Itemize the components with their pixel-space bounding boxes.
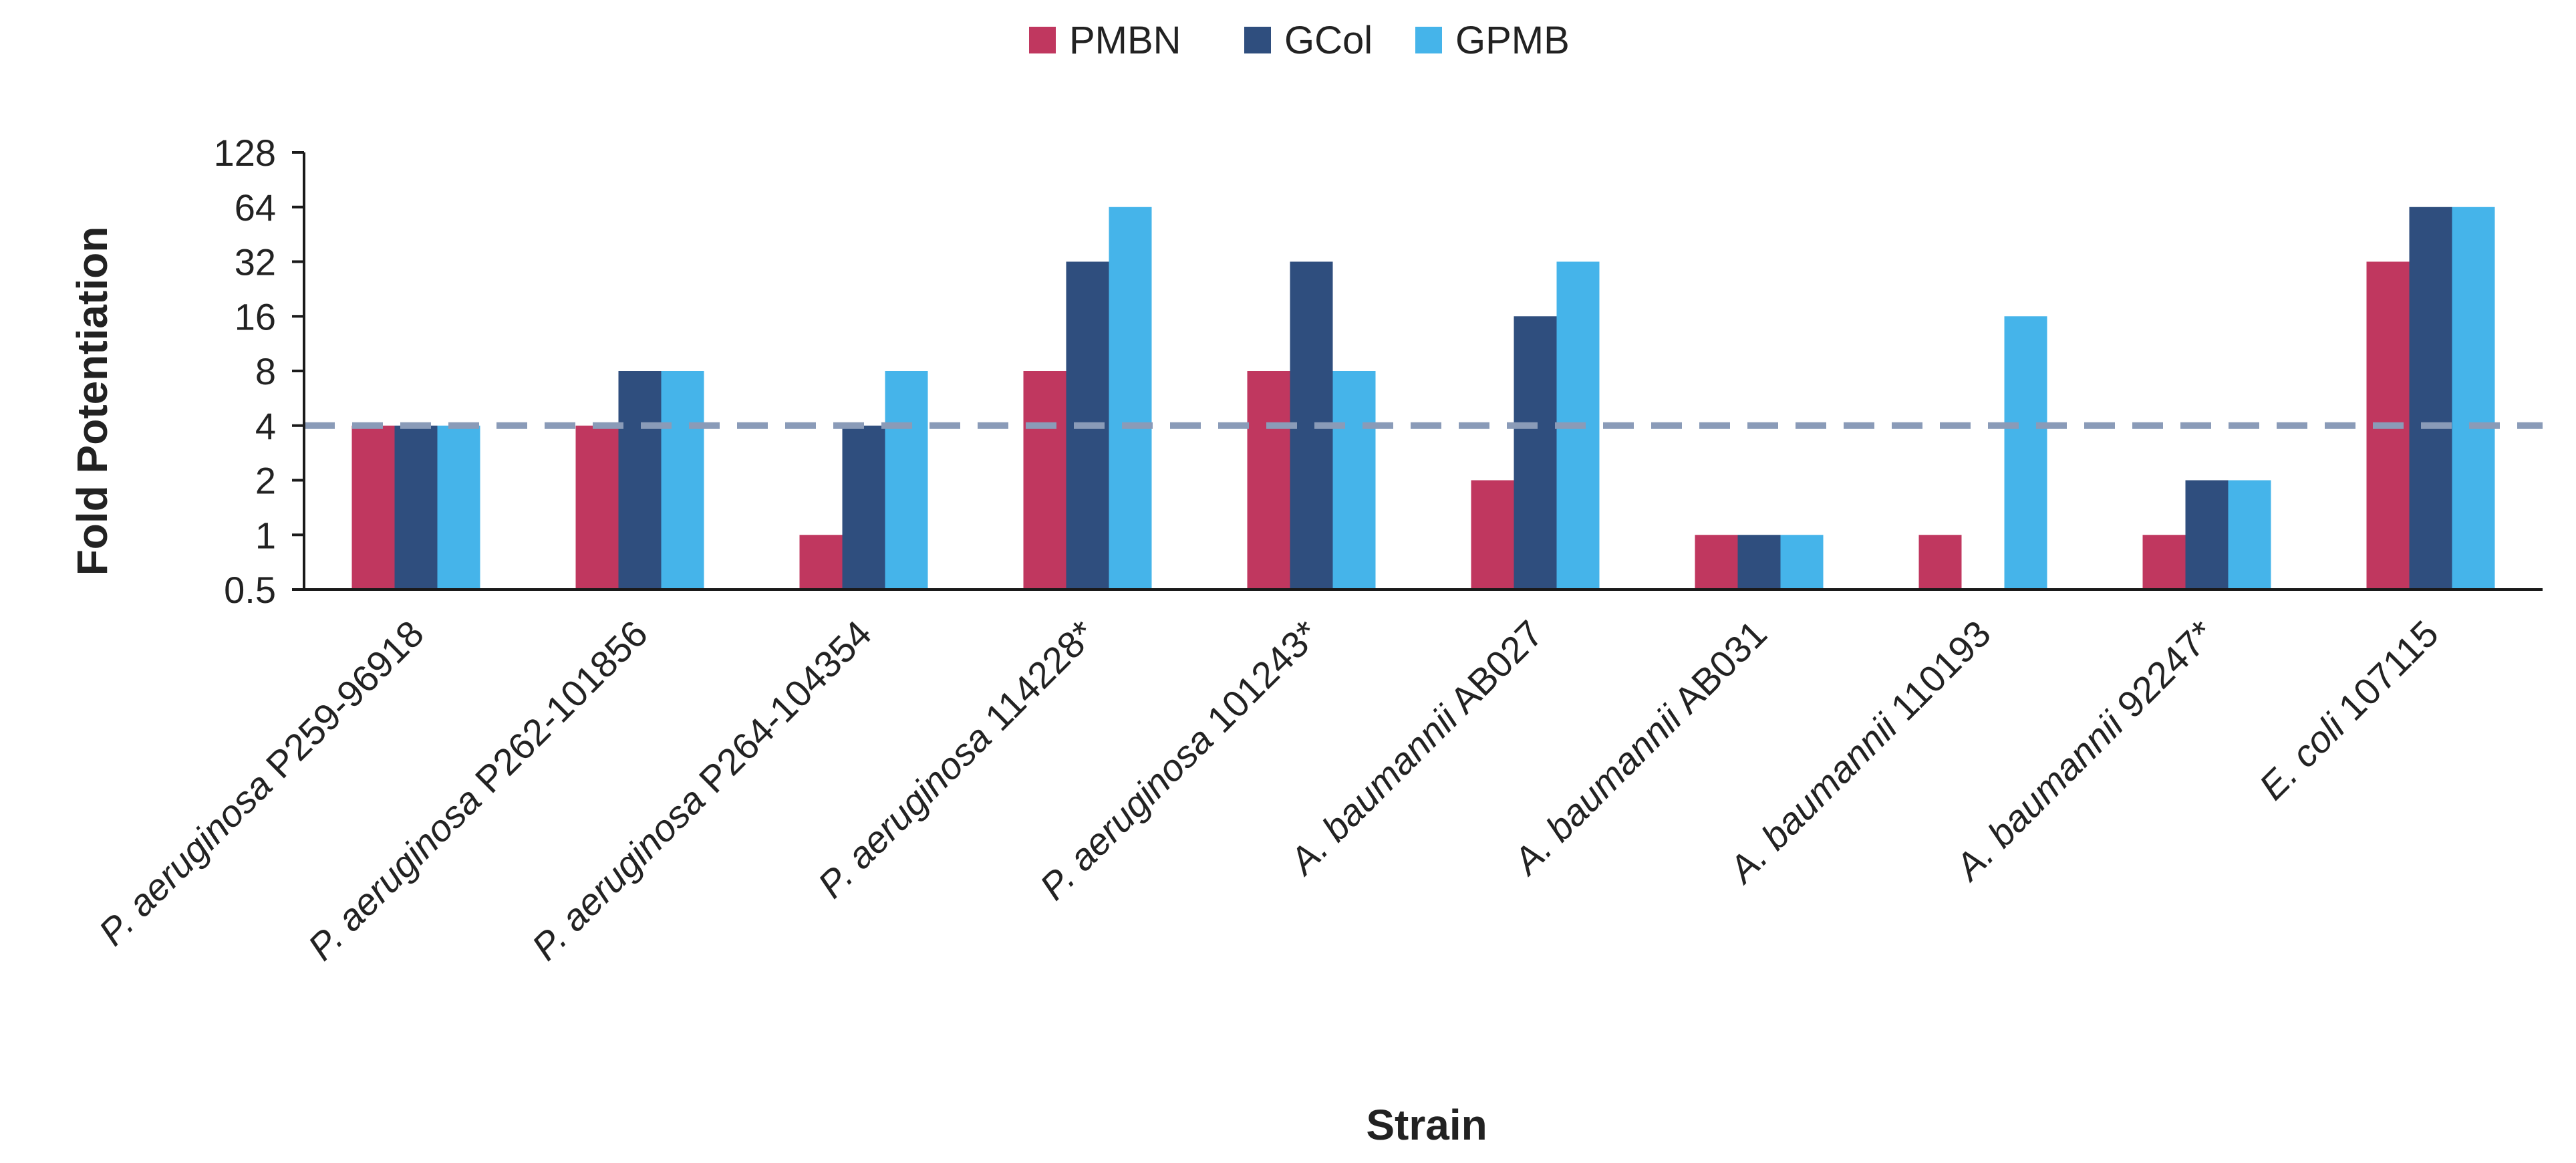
bar-pmbn-1 [351,425,395,590]
bar-gpmb-9 [2228,480,2271,590]
bar-gpmb-2 [661,371,704,590]
species-name: A. baumannii [1719,705,1906,892]
y-tick-label: 64 [235,186,276,229]
legend: PMBN GCol GPMB [1029,19,1570,62]
species-name: P. aeruginosa [1032,718,1222,908]
bar-gpmb-7 [1780,535,1824,590]
strain-id: 107115 [2323,612,2446,736]
bar-gcol-7 [1737,535,1781,590]
y-tick-label: 32 [235,241,276,283]
bar-gcol-10 [2409,207,2452,590]
x-axis-title: Strain [1366,1101,1487,1149]
legend-label-gcol: GCol [1284,19,1373,62]
strain-id: P264-104354 [684,612,879,808]
species-name: P. aeruginosa [810,717,1000,906]
y-ticks-group: 0.5 1 2 4 8 16 32 64 128 [214,132,304,611]
legend-label-gpmb: GPMB [1455,19,1570,62]
bar-pmbn-8 [1918,535,1962,590]
bar-gcol-3 [842,425,885,590]
bars-group [351,207,2495,590]
bar-gpmb-1 [437,425,480,590]
strain-id: P262-101856 [460,612,656,808]
y-tick-label: 0.5 [224,569,276,611]
strain-id: P259-96918 [251,612,432,793]
bar-pmbn-4 [1023,371,1066,590]
strain-id: 101243* [1191,612,1327,748]
bar-gpmb-5 [1332,371,1376,590]
species-name: A. baumannii [1946,702,2132,889]
bar-pmbn-2 [575,425,619,590]
bar-pmbn-9 [2142,535,2186,590]
bar-gpmb-3 [885,371,928,590]
y-tick-label: 2 [255,460,276,502]
y-tick-label: 4 [255,405,276,447]
bar-gcol-2 [618,371,662,590]
species-name: P. aeruginosa [299,779,489,968]
x-tick-label: E. coli 107115 [2251,612,2446,808]
y-tick-label: 8 [255,350,276,392]
strain-id: 114228* [970,612,1103,746]
bar-gcol-6 [1514,316,1557,590]
y-tick-label: 16 [235,295,276,338]
strain-id: AB031 [1660,612,1775,727]
strain-id: AB027 [1436,612,1551,727]
strain-id: 92247* [2102,612,2223,733]
legend-swatch-gcol [1244,27,1271,53]
x-tick-label: A. baumannii AB027 [1280,612,1551,884]
bar-pmbn-6 [1471,480,1514,590]
bar-pmbn-3 [799,535,843,590]
y-tick-label: 128 [214,132,276,174]
bar-gpmb-10 [2452,207,2495,590]
legend-swatch-gpmb [1415,27,1442,53]
legend-swatch-pmbn [1029,27,1056,53]
bar-pmbn-5 [1247,371,1290,590]
bar-gcol-1 [394,425,438,590]
bar-gcol-9 [2185,480,2229,590]
bar-gpmb-4 [1109,207,1152,590]
x-tick-label: A. baumannii 92247* [1946,612,2223,889]
species-name: P. aeruginosa [523,779,713,968]
species-name: A. baumannii [1280,697,1466,884]
y-tick-label: 1 [255,514,276,556]
species-name: A. baumannii [1504,697,1690,884]
strain-id: 110193 [1875,612,1999,736]
x-tick-label: A. baumannii AB031 [1504,612,1775,884]
y-axis-title: Fold Potentiation [68,227,116,576]
species-name: P. aeruginosa [90,764,280,954]
legend-label-pmbn: PMBN [1069,19,1181,62]
bar-gpmb-8 [2004,316,2047,590]
bar-pmbn-7 [1695,535,1738,590]
